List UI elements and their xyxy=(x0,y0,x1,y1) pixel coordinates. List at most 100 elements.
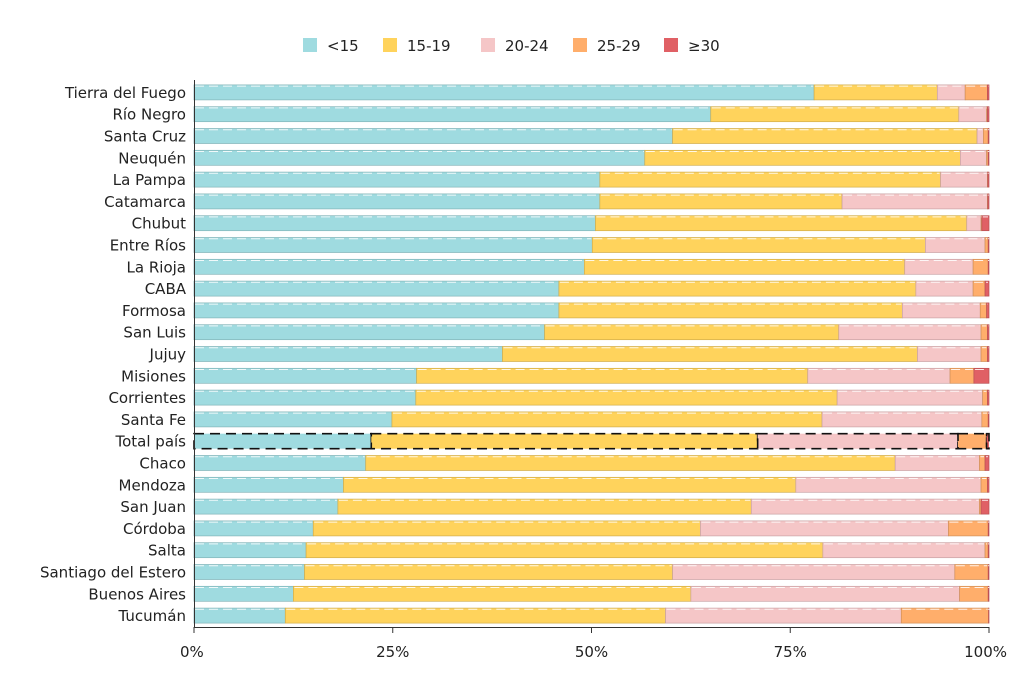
legend-label: 25-29 xyxy=(597,37,641,55)
bar-rect xyxy=(502,346,918,362)
bar-row-la-rioja: La Rioja xyxy=(127,258,990,276)
bar-segment-25-29 xyxy=(900,607,989,624)
bar-segment-20-24 xyxy=(958,106,987,123)
bar-row-rio-negro: Río Negro xyxy=(112,106,990,124)
bar-segment-lt15 xyxy=(193,258,585,275)
bar-row-chaco: Chaco xyxy=(139,455,990,473)
bar-rect xyxy=(337,498,752,515)
legend-swatch xyxy=(481,38,495,52)
bar-segment-15-19 xyxy=(416,367,809,384)
bar-rect xyxy=(954,564,989,580)
bar-segment-20-24 xyxy=(838,324,982,341)
x-tick-label: 75% xyxy=(774,643,807,661)
bar-row-caba: CABA xyxy=(145,280,990,298)
bar-rect xyxy=(841,193,988,210)
bar-rect xyxy=(193,346,503,362)
bar-segment-15-19 xyxy=(710,106,960,123)
x-tick: 100% xyxy=(964,627,1007,661)
bar-rect xyxy=(193,520,314,537)
bar-rect xyxy=(193,106,712,123)
bar-segment-20-24 xyxy=(917,346,982,362)
category-label: Total país xyxy=(115,433,187,451)
bar-segment-lt15 xyxy=(193,498,339,515)
bar-segment-lt15 xyxy=(193,149,646,166)
bar-rect xyxy=(900,607,989,624)
bar-segment-ge30 xyxy=(987,564,990,580)
bar-row-tierra-del-fuego: Tierra del Fuego xyxy=(64,84,990,102)
bar-rect xyxy=(836,389,983,406)
bar-segment-lt15 xyxy=(193,585,294,602)
bar-rect xyxy=(979,302,987,319)
bar-segment-20-24 xyxy=(807,367,951,384)
bar-segment-lt15 xyxy=(193,455,367,471)
bar-rect xyxy=(980,346,988,362)
bar-segment-ge30 xyxy=(987,411,990,428)
bar-row-salta: Salta xyxy=(148,542,990,560)
bar-rect xyxy=(193,585,294,602)
bar-row-cordoba: Córdoba xyxy=(123,520,990,538)
category-label: CABA xyxy=(145,280,187,298)
bar-segment-20-24 xyxy=(700,520,949,537)
legend-item-25-29: 25-29 xyxy=(573,37,641,55)
bar-rect xyxy=(987,411,990,428)
bar-segment-ge30 xyxy=(987,542,990,559)
bar-segment-15-19 xyxy=(391,411,823,428)
bar-row-misiones: Misiones xyxy=(121,367,990,385)
bar-segment-15-19 xyxy=(370,432,759,450)
bar-rect xyxy=(193,498,339,515)
bar-rect xyxy=(901,302,981,319)
bar-rect xyxy=(987,171,990,188)
bar-segment-15-19 xyxy=(595,215,968,232)
bar-rect xyxy=(958,106,987,123)
bar-rect xyxy=(672,128,978,144)
bar-segment-lt15 xyxy=(193,302,560,319)
bar-segment-lt15 xyxy=(193,171,601,188)
x-tick-label: 50% xyxy=(575,643,608,661)
bar-rect xyxy=(750,498,980,515)
bar-rect xyxy=(343,476,797,493)
bar-segment-15-19 xyxy=(293,585,692,602)
bar-segment-20-24 xyxy=(750,498,980,515)
bar-segment-15-19 xyxy=(343,476,797,493)
bar-segment-ge30 xyxy=(984,455,990,471)
category-label: Tierra del Fuego xyxy=(64,84,186,102)
bar-segment-15-19 xyxy=(337,498,752,515)
bar-segment-25-29 xyxy=(980,476,988,493)
category-label: San Juan xyxy=(120,498,186,516)
legend-label: <15 xyxy=(327,37,359,55)
bar-rect xyxy=(558,280,917,297)
bar-rect xyxy=(193,302,560,319)
axes: 0% 25% 50% 75% 100% xyxy=(180,80,1007,661)
bar-segment-15-19 xyxy=(502,346,918,362)
bar-rect xyxy=(985,432,990,450)
bar-segment-lt15 xyxy=(193,607,286,624)
legend-item-20-24: 20-24 xyxy=(481,37,549,55)
bar-row-corrientes: Corrientes xyxy=(108,389,990,407)
x-tick-label: 100% xyxy=(964,643,1007,661)
bar-rect xyxy=(987,106,990,123)
bar-segment-25-29 xyxy=(981,411,989,428)
bar-segment-25-29 xyxy=(982,389,988,406)
bar-rect xyxy=(370,432,759,450)
bar-segment-25-29 xyxy=(972,258,989,275)
legend-item-15-19: 15-19 xyxy=(383,37,451,55)
bar-segment-ge30 xyxy=(981,215,990,232)
bar-rect xyxy=(284,607,666,624)
category-label: Chaco xyxy=(139,455,186,473)
bar-rect xyxy=(980,324,988,341)
bar-row-entre-rios: Entre Ríos xyxy=(110,237,990,255)
legend-item-lt15: <15 xyxy=(303,37,359,55)
bar-segment-ge30 xyxy=(973,367,990,384)
bar-segment-ge30 xyxy=(987,171,990,188)
category-label: Buenos Aires xyxy=(88,585,186,603)
bar-rect xyxy=(973,367,990,384)
category-label: La Rioja xyxy=(127,258,186,276)
x-tick: 75% xyxy=(774,627,807,661)
bar-rect xyxy=(936,84,966,101)
bar-rect xyxy=(665,607,902,624)
bar-rect xyxy=(976,128,984,144)
bar-segment-25-29 xyxy=(948,520,989,537)
bar-segment-15-19 xyxy=(644,149,961,166)
bar-segment-25-29 xyxy=(949,367,975,384)
